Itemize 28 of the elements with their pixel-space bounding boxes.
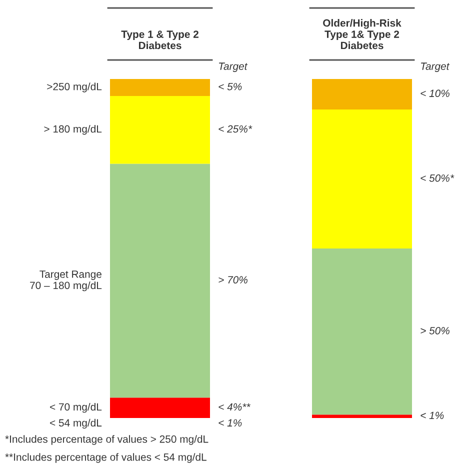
text: **Includes percentage of values < 54 mg/dL [5, 453, 206, 463]
annotation: < 5% [218, 82, 242, 90]
annotation: < 1% [420, 412, 444, 420]
annotation: >250 mg/dL [47, 82, 102, 92]
bar [110, 79, 210, 96]
annotation: < 4%** [218, 403, 250, 411]
bar [110, 398, 210, 418]
annotation: < 70 mg/dL [50, 402, 102, 413]
text: *Includes percentage of values > 250 mg/dL [5, 435, 208, 445]
bar [312, 110, 412, 248]
annotation: Target Range 70 – 180 mg/dL [30, 270, 102, 292]
bar [312, 248, 412, 415]
text: Target [421, 62, 450, 72]
annotation: < 10% [420, 90, 450, 98]
bar [110, 164, 210, 398]
annotation: > 180 mg/dL [44, 124, 102, 135]
annotation: > 70% [218, 276, 248, 284]
annotation: > 50% [420, 326, 450, 334]
annotation: < 50%* [420, 174, 454, 182]
bar [110, 96, 210, 164]
text: Target [219, 62, 248, 72]
text: < 54 mg/dL [50, 418, 102, 429]
x-tick-label: Older/High-Risk Type 1& Type 2 Diabetes [323, 19, 402, 50]
x-tick-label: Type 1 & Type 2 Diabetes [121, 30, 198, 50]
text: < 1% [218, 419, 242, 427]
annotation: < 25%* [218, 125, 252, 133]
bar [312, 414, 412, 418]
bar [312, 79, 412, 110]
